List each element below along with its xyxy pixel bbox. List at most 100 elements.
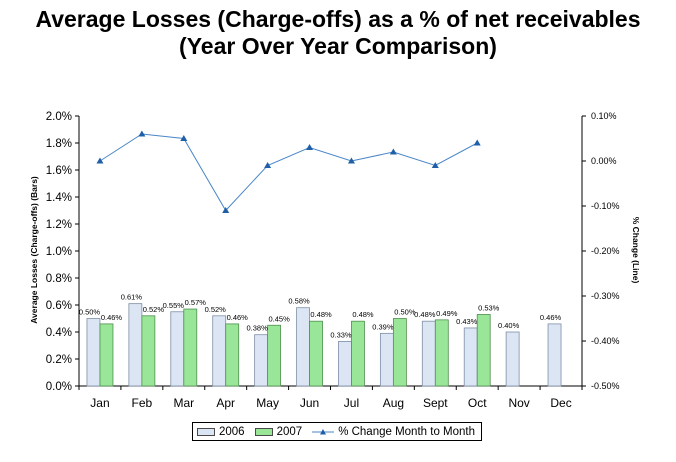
legend-label-change: % Change Month to Month: [338, 425, 475, 438]
y-tick-label-right: -0.30%: [591, 291, 620, 301]
data-label-2006: 0.52%: [205, 305, 227, 314]
bar-2006: [421, 320, 436, 387]
data-label-2007: 0.46%: [227, 313, 249, 322]
y-tick-label-right: 0.10%: [591, 111, 617, 121]
data-label-2006: 0.58%: [288, 297, 310, 306]
x-tick-label: Jul: [344, 396, 359, 410]
y-tick-label-right: -0.40%: [591, 336, 620, 346]
line-marker: [264, 162, 272, 168]
x-tick-label: Apr: [216, 396, 235, 410]
x-tick-label: Dec: [550, 396, 571, 410]
y-tick-label-right: -0.20%: [591, 246, 620, 256]
x-tick-label: Oct: [468, 396, 487, 410]
x-tick-label: Sept: [423, 396, 448, 410]
data-label-2006: 0.39%: [372, 322, 394, 331]
bar-2007: [225, 323, 240, 387]
legend-label-2007: 2007: [276, 425, 303, 438]
legend-item-change: % Change Month to Month: [312, 426, 475, 438]
x-tick-label: Jan: [90, 396, 109, 410]
data-label-2006: 0.50%: [79, 308, 101, 317]
bar-2007: [99, 323, 114, 387]
bar-2006: [254, 334, 269, 387]
legend-swatch-change: [312, 428, 335, 434]
bar-2006: [338, 341, 352, 387]
x-tick-label: Aug: [383, 396, 404, 410]
data-label-2007: 0.50%: [394, 308, 416, 317]
line-marker: [431, 162, 439, 168]
data-label-2007: 0.53%: [478, 303, 500, 312]
legend-swatch-2006: [197, 427, 215, 436]
data-label-2006: 0.48%: [414, 310, 436, 319]
x-tick-label: May: [256, 396, 279, 410]
chart-title-line-2: (Year Over Year Comparison): [179, 33, 497, 59]
line-marker: [180, 135, 188, 141]
line-marker: [222, 207, 230, 213]
bar-2007: [183, 308, 198, 387]
data-label-2006: 0.61%: [121, 293, 143, 302]
legend-swatch-2007: [254, 427, 273, 436]
bar-2007: [267, 324, 282, 387]
legend: 2006 2007 % Change Month to Month: [192, 422, 482, 441]
y-tick-label-left: 1.8%: [46, 138, 72, 150]
x-tick-label: Nov: [508, 396, 529, 410]
line-marker: [306, 144, 314, 150]
bar-2007: [309, 320, 323, 387]
x-tick-label: Feb: [132, 396, 153, 410]
y-axis-title-left: Average Losses (Charge-offs) (Bars): [29, 176, 39, 324]
data-label-2006: 0.40%: [498, 321, 520, 330]
data-label-2006: 0.38%: [246, 324, 268, 333]
bar-2006: [86, 318, 101, 387]
y-tick-label-left: 0.8%: [46, 273, 72, 285]
data-label-2006: 0.43%: [456, 317, 478, 326]
line-marker: [389, 148, 397, 155]
bar-2006: [170, 311, 185, 387]
legend-item-2006: 2006: [197, 426, 245, 438]
bar-2006: [505, 331, 520, 387]
y-tick-label-right: 0.00%: [591, 156, 617, 166]
y-tick-label-left: 1.6%: [46, 165, 72, 177]
legend-label-2006: 2006: [219, 425, 245, 438]
chart-title-line-1: Average Losses (Charge-offs) as a % of n…: [35, 6, 641, 32]
line-marker: [96, 157, 104, 164]
bar-2007: [392, 318, 407, 387]
data-label-2007: 0.57%: [185, 298, 207, 307]
y-tick-label-right: -0.10%: [591, 201, 620, 211]
y-tick-label-left: 0.4%: [46, 327, 72, 339]
data-label-2007: 0.49%: [436, 309, 458, 318]
y-tick-label-left: 1.4%: [46, 192, 72, 204]
data-label-2006: 0.33%: [330, 330, 352, 339]
data-label-2007: 0.52%: [143, 305, 165, 314]
bar-2007: [476, 314, 491, 387]
bar-2007: [351, 320, 365, 387]
line-marker: [347, 157, 355, 164]
chart-title: Average Losses (Charge-offs) as a % of n…: [0, 6, 676, 60]
y-tick-label-left: 1.2%: [46, 219, 72, 231]
bar-2006: [212, 315, 227, 387]
y-tick-label-left: 0.2%: [46, 354, 72, 366]
y-tick-label-left: 0.0%: [46, 381, 72, 393]
y-tick-label-left: 0.6%: [46, 300, 72, 312]
line-change-month-to-month: [99, 133, 478, 212]
bar-2006: [296, 307, 310, 387]
data-label-2006: 0.46%: [540, 313, 562, 322]
y-tick-label-left: 1.0%: [46, 246, 72, 258]
bar-2007: [141, 315, 156, 387]
data-label-2007: 0.48%: [310, 310, 332, 319]
line-marker: [473, 139, 481, 146]
bar-2006: [128, 303, 143, 387]
data-label-2007: 0.46%: [101, 313, 123, 322]
x-tick-label: Jun: [300, 396, 319, 410]
data-label-2007: 0.48%: [352, 310, 374, 319]
y-axis-title-right: % Change (Line): [631, 217, 641, 284]
bar-2006: [547, 323, 562, 387]
bar-2006: [463, 327, 478, 387]
bar-2007: [434, 319, 449, 387]
x-tick-label: Mar: [173, 396, 194, 410]
line-marker: [138, 130, 146, 137]
y-tick-label-left: 2.0%: [46, 111, 72, 123]
data-label-2007: 0.45%: [268, 314, 290, 323]
legend-item-2007: 2007: [254, 425, 303, 438]
bar-2006: [379, 332, 394, 387]
y-tick-label-right: -0.50%: [591, 381, 620, 391]
